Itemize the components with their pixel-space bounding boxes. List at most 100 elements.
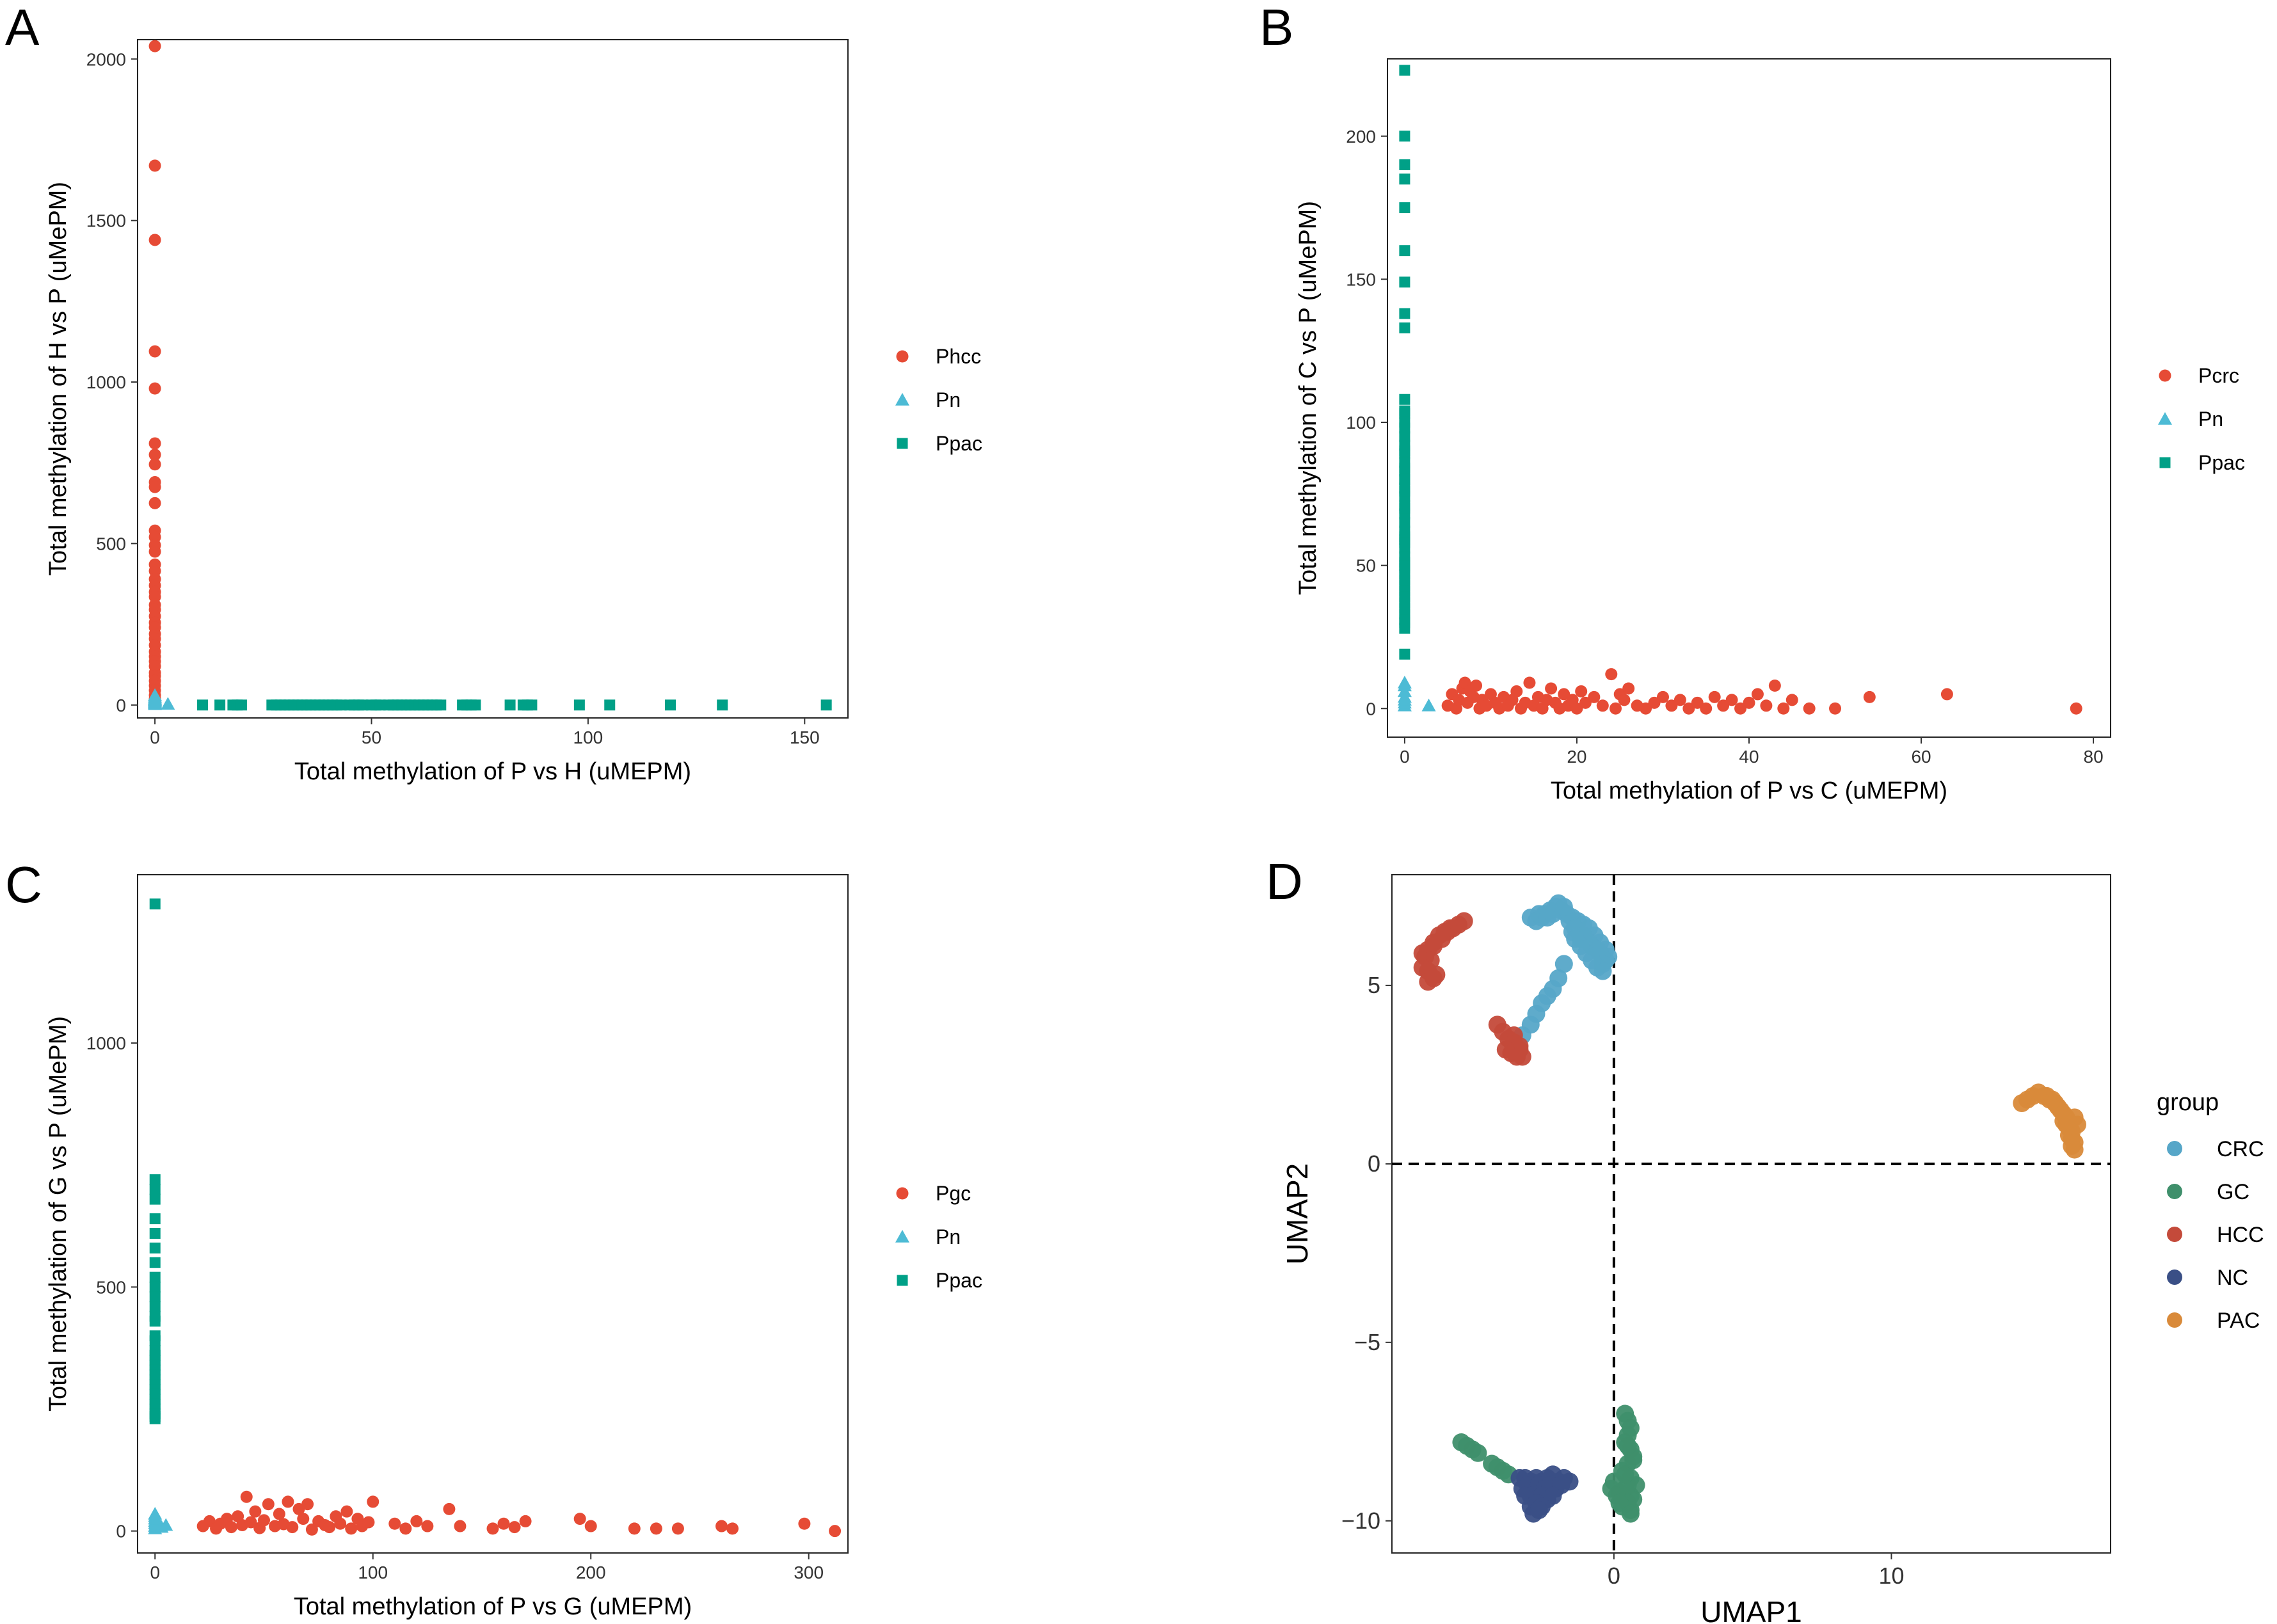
- point-pgc: [443, 1502, 456, 1515]
- point-ppac: [1399, 131, 1410, 142]
- point-pn: [148, 1506, 163, 1520]
- y-tick-label: 500: [96, 534, 126, 553]
- plot-frame: [1387, 58, 2111, 738]
- x-tick-label: 20: [1567, 747, 1586, 767]
- point-pgc: [573, 1513, 586, 1525]
- point-ppac: [526, 699, 538, 711]
- legend-label: PAC: [2217, 1309, 2260, 1333]
- point-pcrc: [1786, 694, 1798, 706]
- point-pgc: [454, 1520, 467, 1532]
- legend-label: Pn: [936, 388, 961, 411]
- point-pcrc: [1734, 702, 1747, 715]
- point-pcrc: [1743, 696, 1755, 709]
- point-ppac: [1399, 173, 1410, 185]
- point-pgc: [297, 1513, 310, 1525]
- data-points: [148, 40, 832, 711]
- y-tick-label: −5: [1354, 1329, 1380, 1355]
- point-nc: [1544, 1486, 1562, 1505]
- point-pgc: [240, 1490, 253, 1503]
- point-ppac: [1399, 502, 1410, 514]
- point-pgc: [519, 1515, 532, 1527]
- point-ppac: [149, 898, 161, 910]
- point-pgc: [508, 1521, 521, 1534]
- legend: Phcc Pn Ppac: [895, 345, 982, 455]
- point-pgc: [345, 1522, 358, 1535]
- legend-key-ppac: [897, 438, 908, 449]
- point-ppac: [504, 699, 516, 711]
- legend-label: Phcc: [936, 345, 981, 368]
- legend-key-nc: [2167, 1270, 2182, 1285]
- point-phcc: [148, 40, 161, 52]
- x-tick-label: 10: [1878, 1563, 1904, 1589]
- point-pcrc: [1691, 696, 1704, 709]
- plot-frame: [1391, 874, 2111, 1554]
- point-ppac: [1399, 560, 1410, 571]
- data-points: [1397, 65, 2082, 715]
- point-pgc: [334, 1517, 347, 1530]
- point-pcrc: [1863, 690, 1876, 703]
- panel-c: C 0 100 200 300 0 500 1000 Total methylation of …: [5, 856, 982, 1620]
- legend-key-crc: [2167, 1141, 2182, 1156]
- point-pgc: [244, 1516, 257, 1529]
- point-pn: [161, 697, 175, 710]
- point-phcc: [148, 345, 161, 358]
- y-tick-label: 1500: [86, 211, 126, 231]
- legend-label: Pcrc: [2198, 364, 2239, 387]
- point-ppac: [470, 699, 481, 711]
- point-pcrc: [1751, 688, 1764, 701]
- x-axis-title: UMAP1: [1700, 1595, 1802, 1624]
- y-axis-title: Total methylation of G vs P (uMePM): [45, 1016, 72, 1412]
- legend: Pcrc Pn Ppac: [2158, 364, 2245, 474]
- point-ppac: [1399, 65, 1410, 76]
- point-crc: [1554, 955, 1573, 973]
- point-ppac: [1399, 245, 1410, 257]
- point-pcrc: [1558, 688, 1570, 701]
- x-axis-title: Total methylation of P vs C (uMEPM): [1551, 777, 1947, 804]
- point-ppac: [149, 1316, 161, 1327]
- point-ppac: [1399, 394, 1410, 405]
- point-pgc: [584, 1520, 597, 1532]
- y-tick-label: 0: [1366, 699, 1376, 719]
- point-pcrc: [1768, 679, 1781, 692]
- point-ppac: [1399, 431, 1410, 442]
- y-tick-label: 0: [116, 696, 126, 715]
- point-ppac: [149, 1301, 161, 1312]
- legend-label: GC: [2217, 1180, 2249, 1204]
- x-tick-label: 0: [150, 1563, 160, 1582]
- point-pcrc: [1575, 685, 1588, 697]
- point-ppac: [1399, 485, 1410, 497]
- x-tick-label: 60: [1911, 747, 1931, 767]
- legend-key-pn: [895, 393, 909, 406]
- point-crc: [1554, 898, 1573, 916]
- point-pcrc: [1618, 694, 1631, 706]
- point-pcrc: [1700, 702, 1713, 715]
- point-hcc: [1425, 969, 1443, 987]
- y-tick-label: −10: [1341, 1508, 1380, 1534]
- point-pgc: [715, 1520, 728, 1532]
- point-ppac: [149, 1291, 161, 1303]
- point-hcc: [1455, 912, 1473, 930]
- point-pac: [2068, 1115, 2086, 1134]
- point-pcrc: [1545, 682, 1558, 695]
- point-phcc: [148, 497, 161, 509]
- legend-key-ppac: [2159, 457, 2171, 468]
- point-gc: [1610, 1493, 1629, 1512]
- point-ppac: [149, 1413, 161, 1424]
- point-ppac: [1399, 474, 1410, 485]
- y-axis-title: UMAP2: [1281, 1163, 1314, 1264]
- legend-key-phcc: [896, 350, 909, 363]
- legend-key-pcrc: [2159, 369, 2171, 382]
- point-hcc: [1510, 1040, 1529, 1059]
- legend-key-hcc: [2167, 1227, 2182, 1242]
- x-tick-label: 0: [150, 728, 160, 747]
- point-gc: [1469, 1444, 1487, 1462]
- point-pn: [159, 1518, 173, 1531]
- point-pgc: [497, 1517, 510, 1530]
- point-pcrc: [1622, 682, 1635, 695]
- point-pcrc: [1588, 690, 1601, 703]
- point-pgc: [829, 1525, 842, 1538]
- legend-title: group: [2157, 1089, 2219, 1116]
- point-pcrc: [1640, 702, 1652, 715]
- point-pgc: [388, 1517, 401, 1530]
